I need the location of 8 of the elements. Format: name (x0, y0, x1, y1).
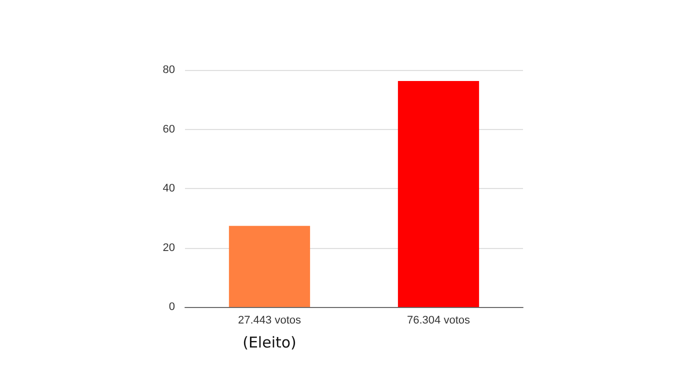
y-tick-label: 0 (168, 301, 175, 313)
x-tick-label: 76.304 votos (407, 314, 470, 326)
y-tick-label: 80 (162, 64, 175, 76)
y-tick-label: 20 (162, 242, 175, 254)
y-tick-label: 60 (162, 123, 175, 136)
x-tick-label: 27.443 votos (238, 314, 302, 326)
y-tick-label: 40 (162, 182, 175, 194)
text: (Eleito) (242, 334, 296, 352)
